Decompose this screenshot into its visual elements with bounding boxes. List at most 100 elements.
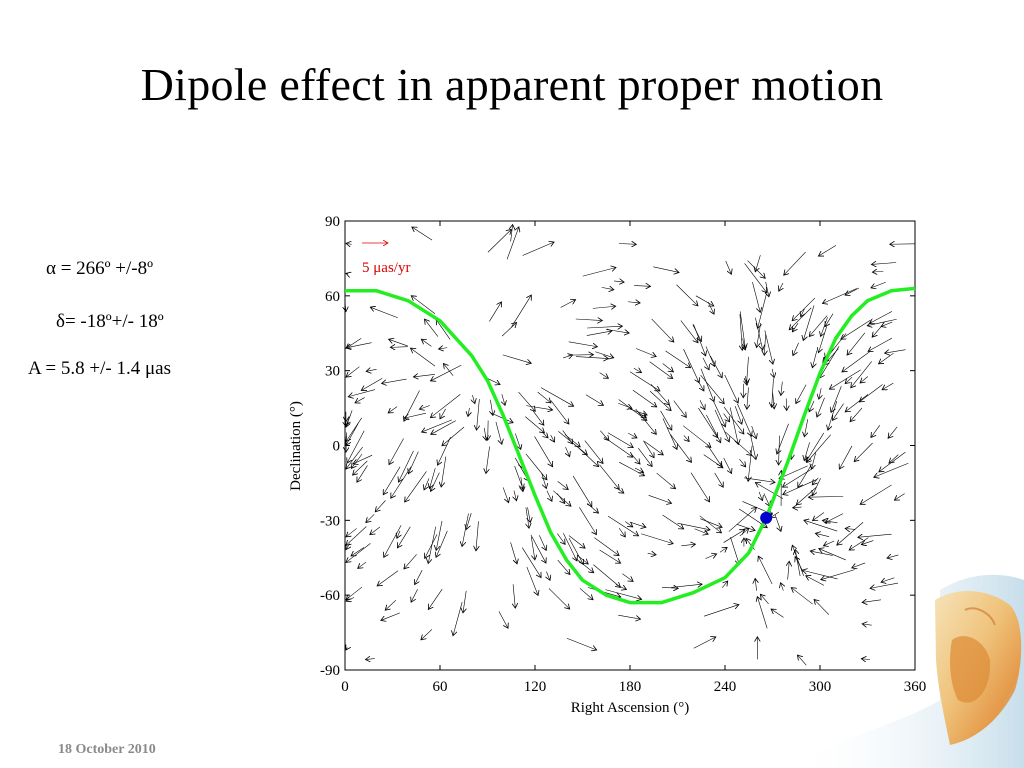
motion-vector [694, 528, 709, 534]
motion-vector [443, 364, 454, 376]
motion-vector [601, 287, 614, 289]
motion-vector [430, 394, 461, 417]
motion-vector [398, 450, 414, 482]
motion-vector [894, 493, 905, 501]
motion-vector [693, 637, 716, 649]
motion-vector [822, 520, 838, 522]
motion-vector [357, 465, 368, 482]
motion-vector [351, 547, 365, 555]
motion-vector [693, 324, 706, 356]
motion-vector [837, 522, 864, 545]
motion-vector [804, 520, 838, 532]
motion-vector [515, 433, 520, 450]
x-tick-label: 360 [904, 679, 927, 695]
motion-vector [771, 609, 784, 618]
motion-vector [618, 527, 625, 537]
motion-vector [862, 624, 872, 625]
motion-vector [804, 442, 810, 460]
motion-vector [690, 472, 710, 502]
motion-vector [593, 564, 620, 588]
motion-vector [841, 319, 871, 339]
motion-vector [413, 374, 436, 377]
motion-vector [618, 244, 636, 245]
motion-vector [582, 267, 616, 277]
motion-vector [839, 445, 853, 469]
motion-vector [361, 378, 383, 390]
motion-vector [490, 399, 493, 416]
motion-vector [622, 573, 633, 582]
motion-vector [546, 490, 552, 502]
motion-vector [802, 570, 838, 580]
motion-vector [781, 583, 784, 591]
motion-vector [358, 561, 367, 568]
motion-vector [635, 408, 657, 434]
motion-vector [625, 521, 633, 526]
motion-vector [629, 371, 660, 391]
motion-vector [522, 242, 554, 256]
motion-vector [797, 655, 807, 666]
delta-param: δ= -18º+/- 18º [56, 311, 164, 332]
motion-vector [366, 369, 377, 371]
motion-vector [815, 533, 830, 536]
motion-vector [817, 397, 825, 417]
motion-vector [781, 381, 783, 396]
motion-vector [466, 513, 472, 529]
motion-vector [615, 584, 627, 590]
motion-vector [809, 315, 828, 337]
motion-vector [411, 348, 436, 367]
motion-vector [370, 526, 381, 535]
motion-vector [441, 456, 447, 487]
motion-vector [874, 462, 909, 477]
motion-vector [772, 368, 774, 378]
motion-vector [760, 594, 769, 605]
motion-vector [525, 453, 547, 480]
motion-vector [755, 255, 761, 272]
motion-vector [772, 378, 774, 407]
motion-vector [514, 465, 523, 489]
motion-vector [489, 302, 501, 322]
motion-vector [739, 311, 745, 348]
motion-vector [872, 326, 882, 338]
motion-vector [881, 577, 895, 582]
motion-vector [845, 376, 853, 383]
motion-vector [431, 420, 456, 435]
y-tick-label: 60 [325, 289, 340, 305]
motion-vector [795, 557, 804, 572]
motion-vector [572, 475, 592, 507]
motion-vector [638, 448, 652, 466]
motion-vector [607, 515, 638, 536]
motion-vector [647, 553, 656, 554]
alpha-param: α = 266º +/-8º [46, 258, 154, 279]
motion-vector [633, 285, 651, 286]
motion-vector [346, 243, 352, 244]
motion-vector [648, 495, 672, 503]
motion-vector [854, 442, 873, 462]
motion-vector [568, 537, 583, 564]
motion-vector [676, 284, 698, 306]
motion-vector [511, 295, 532, 327]
motion-vector [783, 479, 818, 494]
motion-vector [382, 378, 407, 383]
x-tick-label: 120 [524, 679, 547, 695]
footer-date: 18 October 2010 [58, 742, 156, 757]
motion-vector [404, 412, 427, 418]
motion-vector [821, 569, 855, 580]
motion-vector [804, 419, 807, 437]
motion-vector [605, 589, 641, 600]
motion-vector [390, 347, 408, 348]
motion-vector [603, 436, 633, 457]
motion-vector [649, 391, 671, 410]
motion-vector [521, 547, 541, 578]
motion-vector [793, 342, 799, 356]
motion-vector [724, 374, 738, 403]
motion-vector [734, 406, 742, 424]
motion-vector [501, 323, 517, 337]
motion-vector [540, 387, 574, 407]
motion-vector [656, 472, 676, 489]
motion-vector [803, 305, 815, 340]
motion-vector [557, 533, 565, 545]
motion-vector [436, 530, 448, 557]
motion-vector [551, 434, 555, 442]
y-tick-label: -60 [320, 588, 340, 604]
motion-vector [810, 551, 833, 556]
